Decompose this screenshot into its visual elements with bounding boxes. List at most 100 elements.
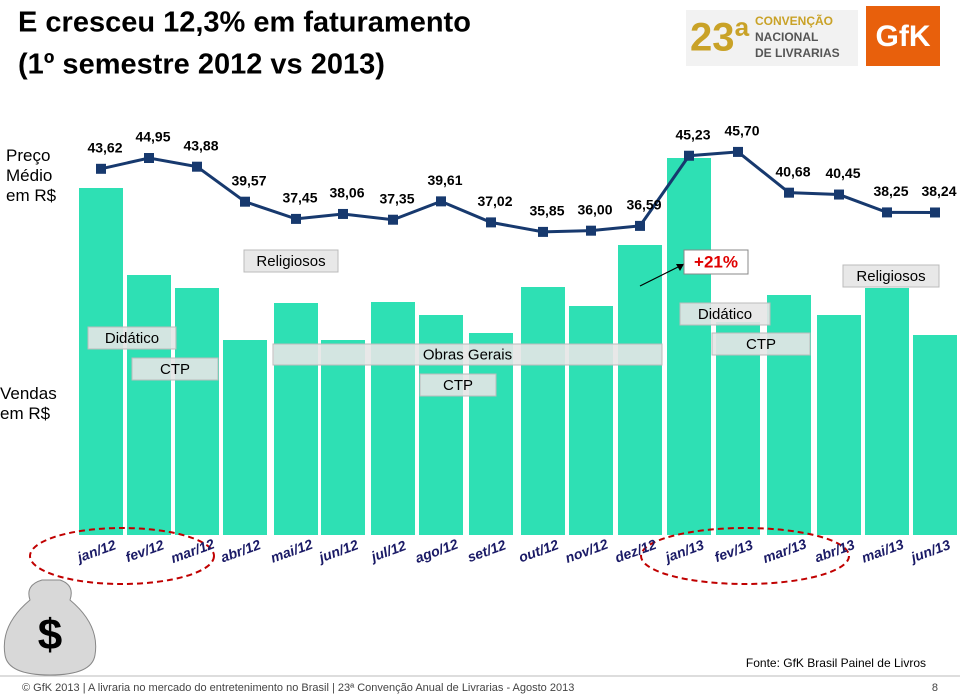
arrow-head bbox=[676, 264, 684, 271]
value-label: 40,68 bbox=[775, 163, 810, 179]
bar bbox=[469, 333, 513, 535]
marker bbox=[538, 226, 548, 237]
bar bbox=[274, 303, 318, 535]
value-label: 37,35 bbox=[379, 190, 414, 206]
value-label: 40,45 bbox=[825, 165, 860, 181]
marker bbox=[436, 196, 446, 207]
x-tick-label: jun/12 bbox=[315, 536, 361, 566]
value-label: 45,70 bbox=[724, 123, 759, 139]
annotation: Obras Gerais bbox=[423, 346, 512, 363]
value-label: 36,00 bbox=[577, 201, 612, 217]
annotation: CTP bbox=[746, 336, 776, 353]
bar bbox=[127, 275, 171, 535]
event-name: DE LIVRARIAS bbox=[755, 46, 840, 60]
event-name: NACIONAL bbox=[755, 30, 818, 44]
x-tick-label: mar/12 bbox=[169, 535, 217, 566]
event-number: 23ª bbox=[690, 16, 749, 60]
bar bbox=[321, 340, 365, 535]
annotation-box bbox=[683, 249, 749, 275]
annotation: Didático bbox=[105, 330, 159, 347]
value-label: 39,61 bbox=[427, 172, 462, 188]
value-label: 43,62 bbox=[87, 140, 122, 156]
bar bbox=[569, 306, 613, 535]
marker bbox=[388, 214, 398, 225]
annotation-box bbox=[419, 373, 497, 397]
annotation-box bbox=[131, 357, 219, 381]
marker bbox=[930, 207, 940, 218]
x-tick-label: nov/12 bbox=[563, 536, 610, 566]
marker bbox=[144, 153, 154, 164]
x-tick-label: out/12 bbox=[516, 536, 560, 565]
marker bbox=[291, 213, 301, 224]
marker bbox=[784, 187, 794, 198]
event-logo bbox=[686, 10, 858, 66]
x-tick-label: mar/13 bbox=[761, 535, 809, 566]
marker bbox=[338, 208, 348, 219]
title: E cresceu 12,3% em faturamento bbox=[18, 7, 471, 39]
marker bbox=[192, 161, 202, 172]
bar bbox=[521, 287, 565, 535]
annotation: Didático bbox=[698, 306, 752, 323]
value-label: 44,95 bbox=[135, 129, 170, 145]
x-tick-label: jul/12 bbox=[367, 537, 408, 565]
marker bbox=[684, 150, 694, 161]
bar bbox=[371, 302, 415, 535]
marker bbox=[486, 217, 496, 228]
annotation: CTP bbox=[160, 361, 190, 378]
value-label: 38,06 bbox=[329, 185, 364, 201]
event-name: CONVENÇÃO bbox=[755, 13, 833, 28]
value-label: 35,85 bbox=[529, 203, 564, 219]
value-label: 45,23 bbox=[675, 126, 710, 142]
x-tick-label: fev/12 bbox=[123, 536, 166, 565]
marker bbox=[834, 189, 844, 200]
highlight bbox=[640, 527, 850, 585]
title: (1º semestre 2012 vs 2013) bbox=[18, 49, 385, 81]
annotation-box bbox=[87, 326, 177, 350]
bar bbox=[767, 295, 811, 535]
marker bbox=[882, 207, 892, 218]
annotation-box bbox=[711, 332, 811, 356]
bar bbox=[865, 288, 909, 535]
bar bbox=[817, 315, 861, 535]
annotation: Religiosos bbox=[256, 253, 325, 270]
annotation: CTP bbox=[443, 377, 473, 394]
x-tick-label: jan/13 bbox=[661, 536, 706, 565]
brand-name: GfK bbox=[876, 20, 931, 53]
bar bbox=[716, 322, 760, 535]
annotation-box bbox=[842, 264, 940, 288]
marker bbox=[733, 146, 743, 157]
bar bbox=[618, 245, 662, 535]
x-tick-label: jan/12 bbox=[73, 536, 118, 565]
annotation: Religiosos bbox=[856, 268, 925, 285]
value-label: 37,02 bbox=[477, 193, 512, 209]
x-tick-label: mai/13 bbox=[859, 536, 906, 566]
annotation-box bbox=[679, 302, 771, 326]
bar bbox=[175, 288, 219, 535]
footer: © GfK 2013 | A livraria no mercado do en… bbox=[22, 682, 574, 694]
value-label: 38,25 bbox=[873, 183, 908, 199]
x-tick-label: jun/13 bbox=[907, 536, 953, 566]
x-tick-label: abr/13 bbox=[812, 536, 856, 565]
bar bbox=[79, 188, 123, 535]
x-tick-label: mai/12 bbox=[268, 536, 315, 566]
value-label: 39,57 bbox=[231, 172, 266, 188]
source: Fonte: GfK Brasil Painel de Livros bbox=[746, 656, 926, 670]
annotation: +21% bbox=[694, 252, 738, 271]
annotation-box bbox=[243, 249, 339, 273]
value-label: 36,59 bbox=[626, 197, 661, 213]
bar bbox=[913, 335, 957, 535]
marker bbox=[586, 225, 596, 236]
value-label: 38,24 bbox=[921, 183, 956, 199]
x-tick-label: dez/12 bbox=[613, 536, 659, 566]
brand-logo bbox=[866, 6, 940, 66]
money-bag: $ bbox=[3, 579, 97, 676]
x-tick-label: abr/12 bbox=[218, 536, 262, 565]
marker bbox=[240, 196, 250, 207]
series-label: Vendas em R$ bbox=[0, 384, 57, 423]
arrow bbox=[639, 263, 685, 287]
annotation-box bbox=[272, 343, 663, 366]
dollar: $ bbox=[38, 611, 62, 660]
bar bbox=[223, 340, 267, 535]
